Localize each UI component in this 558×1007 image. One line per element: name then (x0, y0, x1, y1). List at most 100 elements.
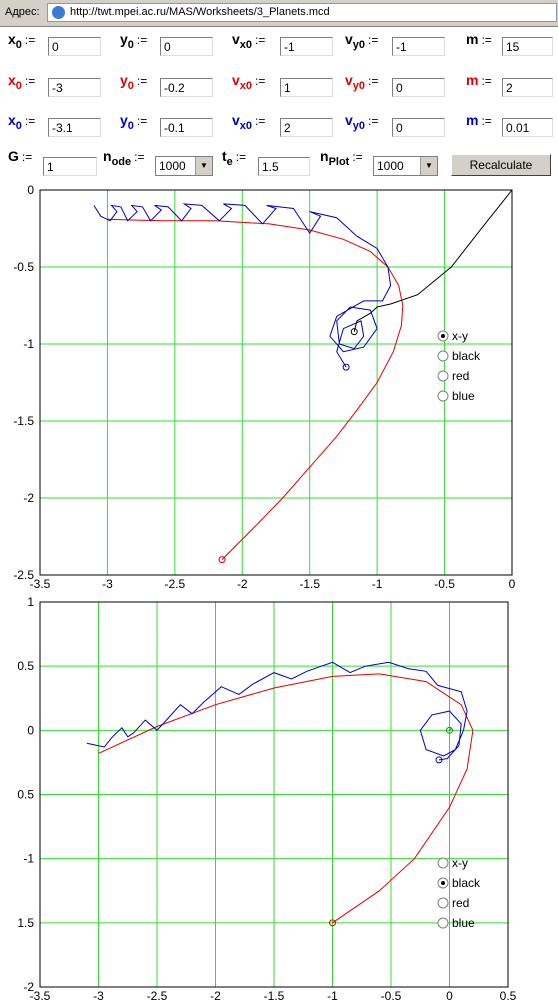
x-tick-label: -2.5 (165, 577, 186, 591)
radio-label[interactable]: blue (452, 389, 475, 403)
variable-label: node:= (103, 148, 144, 168)
assign-sign: := (21, 150, 33, 164)
input-field[interactable]: 15 (502, 37, 553, 56)
variable-name: v (345, 72, 353, 88)
input-field[interactable]: 0.01 (502, 118, 553, 137)
variable-name: G (8, 148, 19, 164)
variable-subscript: 0 (127, 119, 134, 132)
variable-subscript: e (226, 155, 233, 168)
input-field[interactable]: 0 (392, 118, 445, 137)
variable-label: y0:= (120, 72, 147, 92)
assign-sign: := (255, 33, 266, 47)
radio-label[interactable]: x-y (452, 329, 468, 343)
x-tick-label: -1 (372, 577, 383, 591)
variable-label: vx0:= (232, 112, 265, 132)
select-value: 1000 (159, 159, 186, 173)
assign-sign: := (136, 74, 148, 88)
series-line (93, 203, 392, 368)
input-field[interactable]: 1 (43, 157, 97, 176)
variable-name: v (232, 31, 240, 47)
variable-subscript: x0 (239, 79, 253, 92)
variable-label: y0:= (120, 112, 147, 132)
input-field[interactable]: -0.1 (160, 118, 213, 137)
input-field[interactable]: -1 (392, 37, 445, 56)
radio-button[interactable] (437, 917, 449, 929)
input-field[interactable]: 2 (280, 118, 333, 137)
assign-sign: := (481, 74, 492, 88)
y-tick-label: 0 (27, 723, 34, 737)
radio-label[interactable]: x-y (452, 856, 468, 870)
variable-label: vx0:= (232, 72, 265, 92)
end-marker (446, 726, 453, 734)
chart: -3.5 -3 -2.5 -2 -1.5 -1 -0.5 0 0.5 1 0.5 0 0.5 -1 1.5 -… (17, 595, 517, 1003)
x-tick-label: -1.5 (264, 989, 285, 1003)
input-field[interactable]: 0 (48, 37, 101, 56)
x-tick-label: -2 (237, 577, 248, 591)
input-field[interactable]: -3.1 (48, 118, 101, 137)
variable-subscript: 0 (127, 38, 134, 51)
x-tick-label: 0 (509, 577, 516, 591)
assign-sign: := (136, 33, 148, 47)
button[interactable]: Recalculate (451, 154, 551, 176)
end-marker (329, 919, 336, 927)
radio-button[interactable] (437, 370, 449, 382)
end-marker (435, 756, 443, 764)
series-line (353, 189, 513, 332)
address-field[interactable]: http://twt.mpei.ac.ru/MAS/Worksheets/3_P… (47, 3, 557, 22)
radio-label[interactable]: red (452, 369, 469, 383)
variable-subscript: Plot (328, 155, 350, 168)
input-field[interactable]: 0 (160, 37, 213, 56)
radio-label[interactable]: red (452, 896, 469, 910)
variable-subscript: x0 (239, 38, 253, 51)
y-tick-label: -0.5 (13, 260, 34, 274)
radio-label[interactable]: blue (452, 916, 475, 930)
assign-sign: := (481, 33, 492, 47)
radio-button[interactable] (437, 897, 449, 909)
radio-button[interactable] (437, 390, 449, 402)
chart: -3.5 -3 -2.5 -2 -1.5 -1 -0.5 0 0 -0.5 -1 -1.5 -2 -2.5… (13, 183, 516, 591)
x-tick-label: -3 (93, 989, 104, 1003)
input-field[interactable]: 1.5 (258, 157, 310, 176)
radio-button[interactable] (437, 350, 449, 362)
x-tick-label: 0 (446, 989, 453, 1003)
input-field[interactable]: 1 (280, 78, 333, 97)
input-field[interactable]: -3 (48, 78, 101, 97)
variable-name: v (232, 112, 240, 128)
input-field[interactable]: 2 (502, 78, 553, 97)
x-tick-label: -0.5 (434, 577, 455, 591)
input-field[interactable]: -0.2 (160, 78, 213, 97)
radio-button[interactable] (437, 857, 449, 869)
variable-name: m (466, 112, 479, 128)
x-tick-label: -0.5 (381, 989, 402, 1003)
variable-label: vy0:= (345, 31, 378, 51)
variable-subscript: 0 (127, 79, 134, 92)
assign-sign: := (255, 114, 266, 128)
select-arrow: ▼ (195, 157, 212, 175)
x-tick-label: 0.5 (500, 989, 517, 1003)
y-tick-label: -2 (23, 491, 34, 505)
y-tick-label: -2 (23, 980, 34, 994)
variable-label: vy0:= (345, 72, 378, 92)
x-tick-label: -2 (210, 989, 221, 1003)
assign-sign: := (24, 74, 36, 88)
variable-name: v (232, 72, 240, 88)
assign-sign: := (368, 33, 379, 47)
radio-label[interactable]: black (452, 876, 481, 890)
select-box[interactable]: 1000 ▼ (155, 156, 213, 176)
input-field[interactable]: -1 (280, 37, 333, 56)
x-tick-label: -3 (102, 577, 113, 591)
variable-subscript: 0 (15, 38, 22, 51)
x-tick-label: -1 (327, 989, 338, 1003)
variable-label: x0:= (8, 72, 35, 92)
variable-name: y (120, 31, 128, 47)
radio-label[interactable]: black (452, 349, 481, 363)
variable-subscript: x0 (239, 119, 253, 132)
variable-label: m:= (466, 72, 492, 88)
select-box[interactable]: 1000 ▼ (373, 156, 438, 176)
assign-sign: := (255, 74, 266, 88)
y-tick-label: 0.5 (17, 659, 34, 673)
x-tick-label: -3.5 (30, 577, 51, 591)
variable-name: n (320, 148, 329, 164)
input-field[interactable]: 0 (392, 78, 445, 97)
